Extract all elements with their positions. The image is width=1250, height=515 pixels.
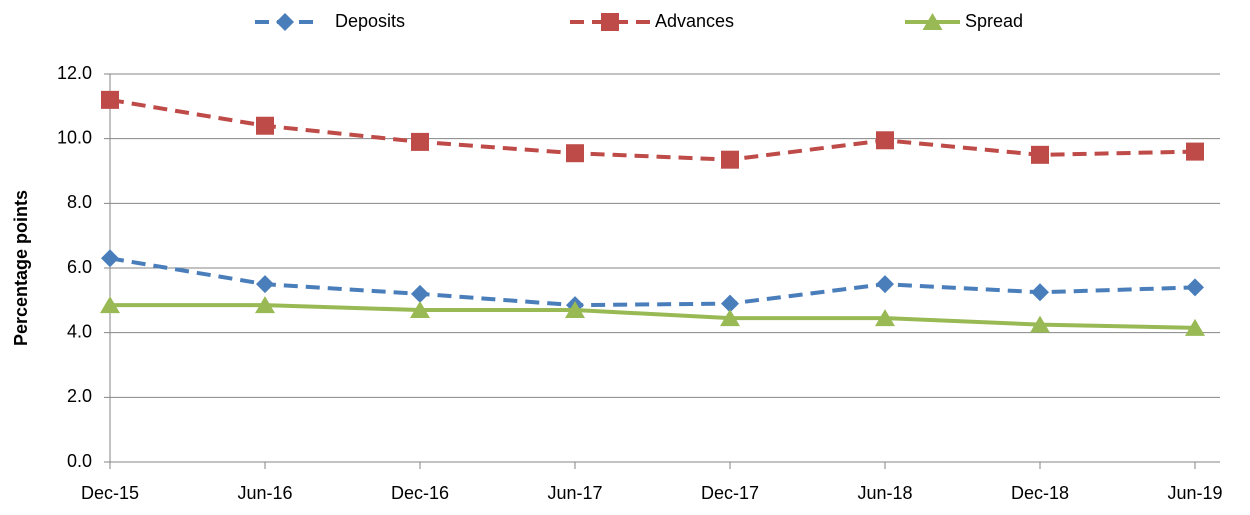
legend-marker	[601, 13, 619, 31]
series-line	[110, 303, 1196, 330]
legend-label: Advances	[655, 11, 734, 31]
y-tick-label: 0.0	[67, 451, 92, 471]
marker	[100, 296, 120, 314]
marker	[721, 150, 739, 169]
marker	[256, 275, 274, 294]
series-line	[109, 256, 1196, 308]
x-tick-label: Dec-16	[391, 483, 449, 503]
marker	[1185, 318, 1205, 336]
x-tick-label: Dec-17	[701, 483, 759, 503]
marker	[256, 116, 274, 135]
x-tick-label: Dec-15	[81, 483, 139, 503]
y-tick-label: 6.0	[67, 257, 92, 277]
marker	[1031, 283, 1049, 302]
y-tick-label: 12.0	[57, 63, 92, 83]
y-axis-title: Percentage points	[11, 190, 31, 346]
x-tick-label: Jun-17	[547, 483, 602, 503]
marker	[721, 294, 739, 313]
marker	[1186, 278, 1204, 297]
marker	[565, 301, 585, 319]
marker	[1030, 315, 1050, 333]
x-tick-label: Jun-16	[237, 483, 292, 503]
y-tick-label: 8.0	[67, 192, 92, 212]
y-tick-label: 4.0	[67, 321, 92, 341]
marker	[876, 275, 894, 294]
series-line	[109, 97, 1196, 162]
marker	[410, 301, 430, 319]
marker	[411, 132, 429, 151]
legend-label: Spread	[965, 11, 1023, 31]
marker	[101, 90, 119, 109]
x-tick-label: Jun-19	[1167, 483, 1222, 503]
y-tick-label: 2.0	[67, 386, 92, 406]
marker	[566, 144, 584, 163]
marker	[1186, 142, 1204, 161]
legend-marker	[922, 13, 943, 30]
marker	[720, 309, 740, 327]
marker	[411, 284, 429, 303]
legend-marker	[276, 13, 294, 31]
y-tick-label: 10.0	[57, 127, 92, 147]
marker	[1031, 145, 1049, 164]
x-tick-label: Dec-18	[1011, 483, 1069, 503]
x-tick-label: Jun-18	[857, 483, 912, 503]
marker	[876, 131, 894, 150]
marker	[101, 249, 119, 268]
legend-label: Deposits	[335, 11, 405, 31]
marker	[875, 309, 895, 327]
marker	[255, 296, 275, 314]
